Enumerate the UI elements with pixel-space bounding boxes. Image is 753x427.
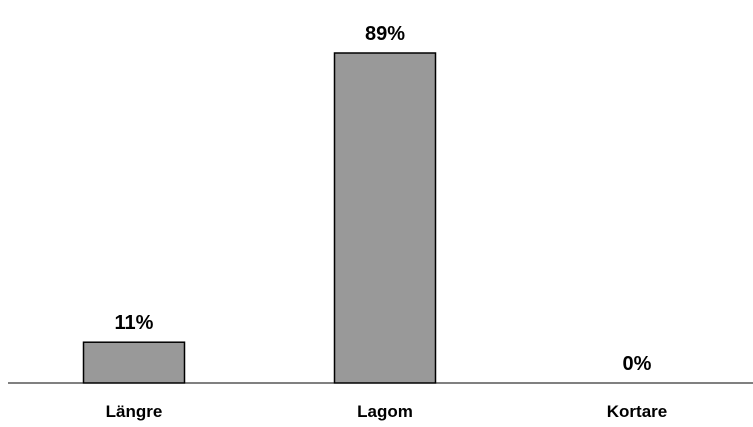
- category-label-lagom: Lagom: [357, 402, 413, 421]
- category-label-langre: Längre: [106, 402, 163, 421]
- value-label-langre: 11%: [115, 312, 154, 334]
- category-label-kortare: Kortare: [607, 402, 667, 421]
- labels-layer: 11% Längre 89% Lagom 0% Kortare: [106, 23, 668, 421]
- value-label-lagom: 89%: [365, 23, 405, 45]
- value-label-kortare: 0%: [623, 353, 652, 375]
- bar-langre: [82, 341, 186, 384]
- bar-lagom: [333, 52, 437, 384]
- bars-layer: [82, 52, 437, 384]
